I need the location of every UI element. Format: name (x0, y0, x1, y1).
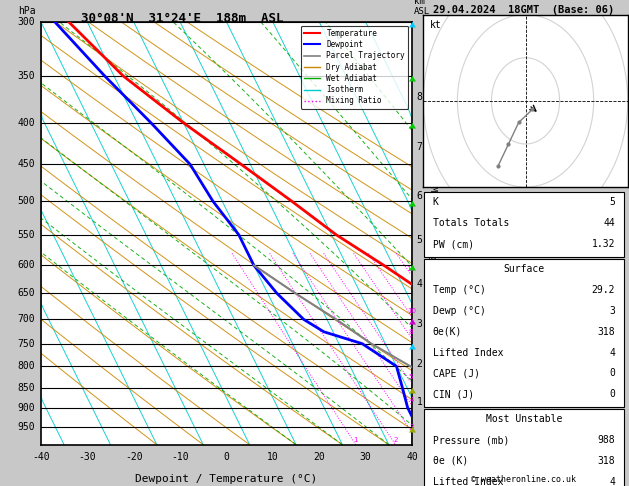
Text: -40: -40 (32, 452, 50, 462)
Text: 318: 318 (598, 327, 615, 337)
Text: 850: 850 (18, 382, 35, 393)
Text: 650: 650 (18, 288, 35, 298)
Text: 2: 2 (416, 359, 422, 369)
Text: PW (cm): PW (cm) (433, 239, 474, 249)
Text: 550: 550 (18, 230, 35, 240)
Text: 350: 350 (18, 71, 35, 81)
Text: Dewp (°C): Dewp (°C) (433, 306, 486, 316)
Text: 5: 5 (408, 374, 413, 380)
Text: 1: 1 (353, 436, 358, 443)
Bar (425, 192, 623, 257)
Text: 300: 300 (18, 17, 35, 27)
Text: Temp (°C): Temp (°C) (433, 285, 486, 295)
Text: K: K (433, 197, 438, 208)
Text: 0: 0 (223, 452, 230, 462)
Text: CIN (J): CIN (J) (433, 389, 474, 399)
Text: 3: 3 (610, 306, 615, 316)
Text: 30: 30 (360, 452, 372, 462)
Text: CAPE (J): CAPE (J) (433, 368, 480, 379)
Text: 3: 3 (416, 319, 422, 330)
Text: 5: 5 (610, 197, 615, 208)
Text: 450: 450 (18, 159, 35, 169)
Text: Lifted Index: Lifted Index (433, 477, 503, 486)
Text: 750: 750 (18, 339, 35, 348)
Text: 950: 950 (18, 422, 35, 432)
Bar (425, 409, 623, 486)
Text: -10: -10 (171, 452, 189, 462)
Text: Surface: Surface (503, 264, 545, 274)
Text: 900: 900 (18, 403, 35, 413)
Text: Mixing Ratio (g/kg): Mixing Ratio (g/kg) (428, 186, 437, 281)
Text: 1.32: 1.32 (592, 239, 615, 249)
Text: 5: 5 (416, 235, 422, 245)
Text: Dewpoint / Temperature (°C): Dewpoint / Temperature (°C) (135, 474, 318, 484)
Text: 44: 44 (604, 218, 615, 228)
Text: Most Unstable: Most Unstable (486, 414, 562, 424)
Text: 988: 988 (598, 435, 615, 445)
Text: θe (K): θe (K) (433, 456, 468, 466)
Text: 0: 0 (610, 389, 615, 399)
Text: θe(K): θe(K) (433, 327, 462, 337)
Text: 8: 8 (409, 329, 413, 335)
Bar (425, 259, 623, 407)
Text: 2: 2 (393, 436, 398, 443)
Text: 10: 10 (267, 452, 279, 462)
Text: © weatheronline.co.uk: © weatheronline.co.uk (472, 474, 576, 484)
Text: 600: 600 (18, 260, 35, 270)
Text: 40: 40 (406, 452, 418, 462)
Text: 800: 800 (18, 361, 35, 371)
Text: 3: 3 (409, 424, 414, 430)
Text: Pressure (mb): Pressure (mb) (433, 435, 509, 445)
Text: 10: 10 (407, 308, 416, 314)
Text: 1: 1 (416, 397, 422, 407)
Text: 4: 4 (610, 347, 615, 358)
Text: km
ASL: km ASL (414, 0, 430, 16)
Text: 6: 6 (416, 191, 422, 201)
Text: 8: 8 (416, 92, 422, 103)
Text: 0: 0 (610, 368, 615, 379)
Text: -20: -20 (125, 452, 143, 462)
Text: 29.2: 29.2 (592, 285, 615, 295)
Legend: Temperature, Dewpoint, Parcel Trajectory, Dry Adiabat, Wet Adiabat, Isotherm, Mi: Temperature, Dewpoint, Parcel Trajectory… (301, 26, 408, 108)
Text: Lifted Index: Lifted Index (433, 347, 503, 358)
Text: 400: 400 (18, 118, 35, 128)
Text: 20: 20 (313, 452, 325, 462)
Text: 4: 4 (610, 477, 615, 486)
Text: 4: 4 (416, 278, 422, 289)
Text: 4: 4 (409, 397, 414, 403)
Text: kt: kt (430, 20, 441, 30)
Text: -30: -30 (79, 452, 96, 462)
Text: 500: 500 (18, 196, 35, 206)
Text: 30°08'N  31°24'E  188m  ASL: 30°08'N 31°24'E 188m ASL (81, 12, 283, 25)
Text: 318: 318 (598, 456, 615, 466)
Text: 15: 15 (406, 266, 415, 272)
Text: 29.04.2024  18GMT  (Base: 06): 29.04.2024 18GMT (Base: 06) (433, 5, 615, 15)
Text: 7: 7 (416, 142, 422, 153)
Text: Totals Totals: Totals Totals (433, 218, 509, 228)
Text: 700: 700 (18, 314, 35, 325)
Text: hPa: hPa (18, 5, 35, 16)
